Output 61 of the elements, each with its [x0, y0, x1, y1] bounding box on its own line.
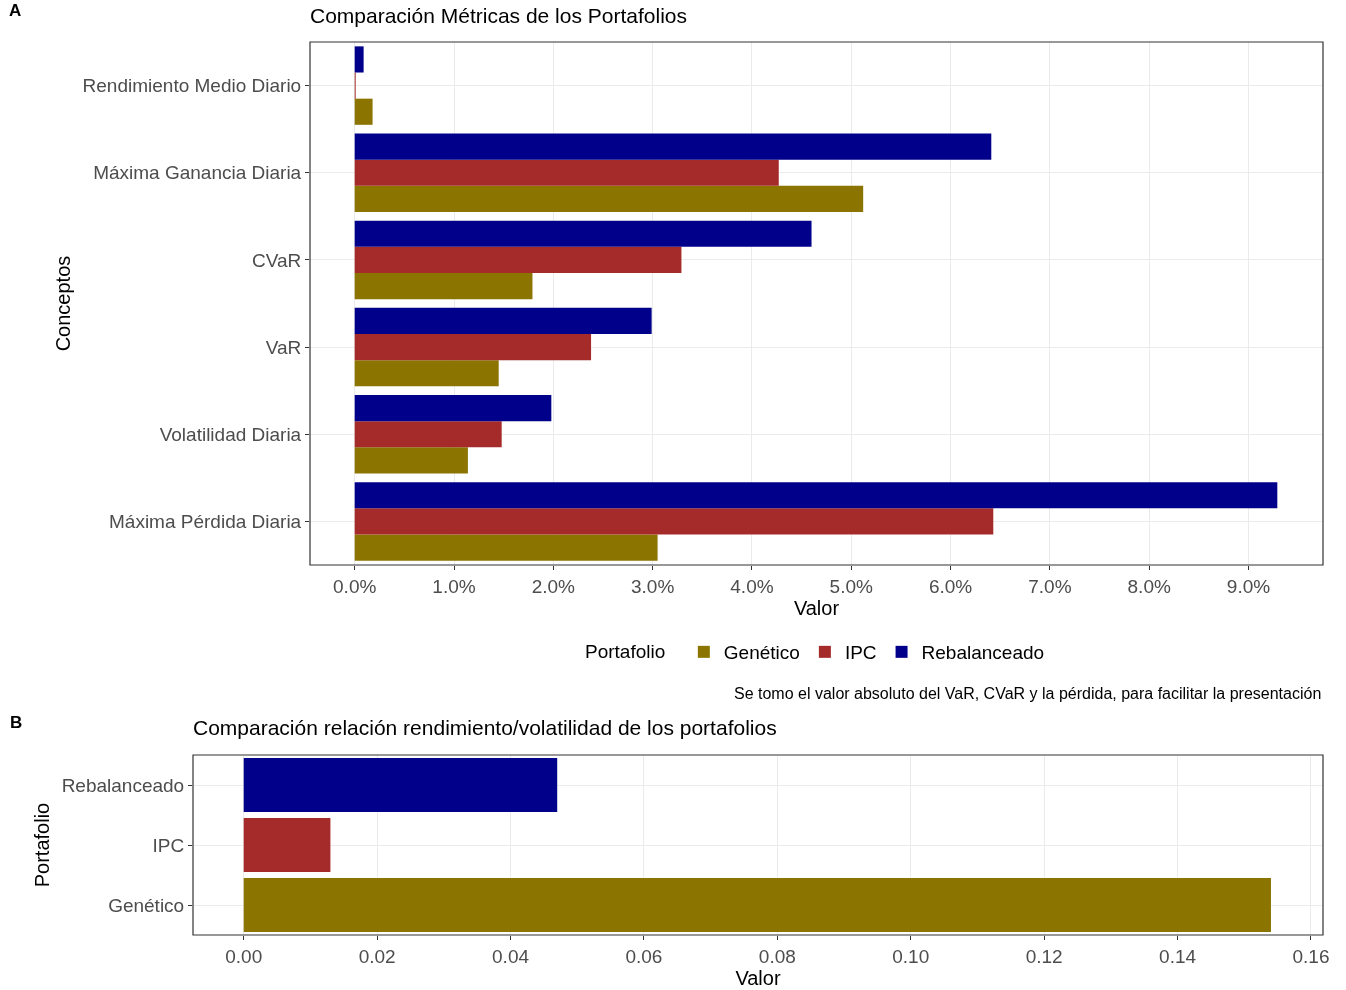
y-tick-label: CVaR: [251, 249, 302, 271]
x-tick-label: 0.0%: [333, 575, 377, 597]
bar: [243, 878, 1271, 932]
bar: [354, 159, 779, 186]
chart-title: Comparación relación rendimiento/volatilidad de los portafolios: [193, 715, 777, 739]
x-axis-title: Valor: [735, 966, 781, 989]
y-tick-label: IPC: [152, 834, 185, 856]
x-tick-label: 0.10: [892, 945, 930, 967]
x-tick-label: 0.12: [1025, 945, 1063, 967]
x-tick-label: 0.16: [1292, 945, 1330, 967]
legend-label: Rebalanceado: [921, 642, 1045, 664]
bar: [354, 421, 502, 448]
bar: [354, 334, 592, 361]
x-tick-label: 0.00: [225, 945, 263, 967]
text: A: [9, 1, 22, 20]
bar: [354, 98, 373, 125]
chart-title: Comparación Métricas de los Portafolios: [310, 3, 687, 27]
y-tick-label: Rebalanceado: [61, 774, 185, 796]
bar: [354, 272, 533, 300]
x-axis-title: Valor: [793, 596, 840, 619]
bar: [354, 534, 658, 561]
x-tick-label: 2.0%: [531, 575, 576, 597]
legend-title: Portafolio: [585, 640, 676, 662]
bar: [354, 360, 499, 387]
y-tick-label: VaR: [265, 336, 302, 358]
bar: [354, 220, 812, 247]
y-tick-label: Genético: [108, 894, 185, 916]
bar: [354, 133, 992, 160]
bar: [354, 447, 468, 474]
y-axis-title: Conceptos: [52, 255, 75, 352]
text: B: [10, 713, 23, 732]
bar: [243, 818, 331, 872]
y-tick-label: Rendimiento Medio Diario: [82, 75, 302, 97]
x-tick-label: 7.0%: [1028, 575, 1072, 597]
bar: [354, 246, 682, 273]
legend-label: IPC: [844, 642, 877, 664]
bar: [354, 482, 1278, 509]
x-tick-label: 0.06: [625, 945, 663, 967]
x-tick-label: 1.0%: [432, 575, 476, 597]
x-tick-label: 3.0%: [630, 575, 675, 597]
x-tick-label: 4.0%: [730, 575, 774, 597]
bar: [354, 395, 552, 422]
bar: [354, 307, 652, 335]
x-tick-label: 0.02: [358, 945, 396, 967]
x-tick-label: 0.14: [1159, 945, 1197, 967]
bar: [243, 758, 558, 812]
bar: [354, 46, 364, 73]
x-tick-label: 5.0%: [829, 575, 874, 597]
bar: [354, 508, 994, 535]
x-tick-label: 8.0%: [1127, 575, 1171, 597]
x-tick-label: 9.0%: [1226, 575, 1271, 597]
x-tick-label: 0.08: [758, 945, 796, 967]
y-tick-label: Máxima Ganancia Diaria: [93, 162, 302, 184]
text: Se tomo el valor absoluto del VaR, CVaR y la pérdida, para facilitar la presentación: [734, 685, 1322, 702]
y-tick-label: Máxima Pérdida Diaria: [109, 511, 302, 533]
y-tick-label: Volatilidad Diaria: [159, 423, 302, 445]
x-tick-label: 0.04: [492, 945, 530, 967]
y-axis-title: Portafolio: [31, 802, 54, 888]
x-tick-label: 6.0%: [928, 575, 973, 597]
legend-label: Genético: [723, 642, 800, 664]
bar: [354, 185, 864, 212]
